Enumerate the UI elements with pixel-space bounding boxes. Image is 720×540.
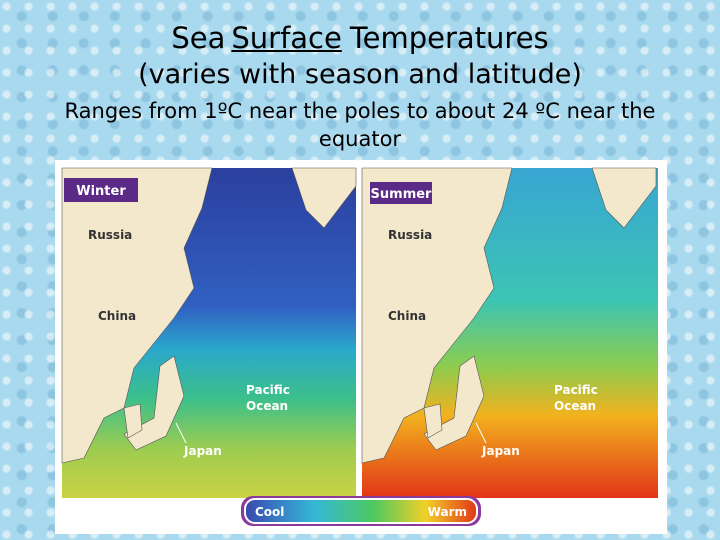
sst-figure: Winter Russia China Pacific Ocean Japan … (55, 160, 667, 534)
title-word: Sea (171, 21, 226, 55)
map-label: China (98, 309, 136, 323)
legend-low: Cool (255, 505, 284, 519)
map-label: Ocean (554, 399, 596, 413)
season-label: Winter (76, 184, 126, 199)
title-word-underlined: Surface (231, 21, 342, 55)
legend-high: Warm (428, 505, 467, 519)
season-label: Summer (371, 187, 433, 202)
map-label: Pacific (554, 383, 598, 397)
description: Ranges from 1ºC near the poles to about … (64, 99, 656, 151)
map-label: Ocean (246, 399, 288, 413)
map-label: Russia (88, 228, 132, 242)
title-word: Temperatures (349, 21, 549, 55)
map-label: China (388, 309, 426, 323)
map-label: Pacific (246, 383, 290, 397)
summer-map: Summer Russia China Pacific Ocean Japan (361, 167, 658, 498)
map-label: Russia (388, 228, 432, 242)
map-label: Japan (183, 444, 222, 458)
temperature-legend: Cool Warm (241, 496, 481, 526)
subtitle: (varies with season and latitude) (138, 59, 582, 90)
winter-map: Winter Russia China Pacific Ocean Japan (61, 167, 357, 498)
title: Sea Surface Temperatures (0, 20, 720, 56)
map-label: Japan (481, 444, 520, 458)
